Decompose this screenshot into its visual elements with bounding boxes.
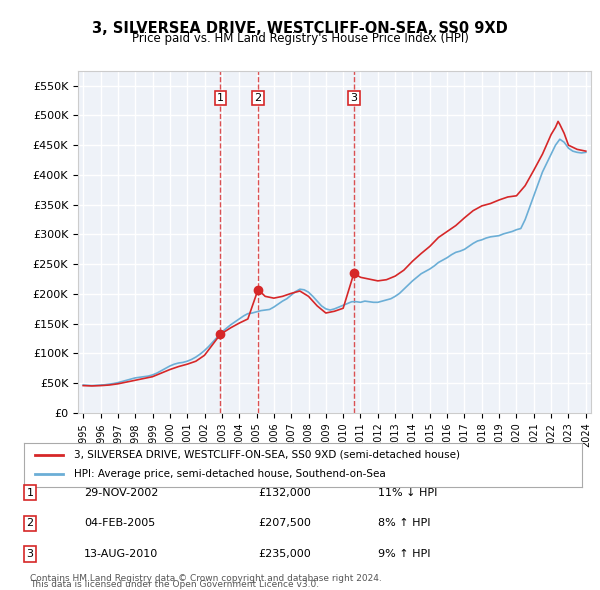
Text: 13-AUG-2010: 13-AUG-2010 xyxy=(84,549,158,559)
Text: £207,500: £207,500 xyxy=(258,519,311,528)
Text: Price paid vs. HM Land Registry's House Price Index (HPI): Price paid vs. HM Land Registry's House … xyxy=(131,32,469,45)
Text: 3, SILVERSEA DRIVE, WESTCLIFF-ON-SEA, SS0 9XD (semi-detached house): 3, SILVERSEA DRIVE, WESTCLIFF-ON-SEA, SS… xyxy=(74,450,460,460)
Text: 3: 3 xyxy=(26,549,34,559)
Text: 1: 1 xyxy=(26,488,34,497)
Text: 3: 3 xyxy=(350,93,358,103)
Text: 9% ↑ HPI: 9% ↑ HPI xyxy=(378,549,431,559)
Text: 8% ↑ HPI: 8% ↑ HPI xyxy=(378,519,431,528)
Text: 2: 2 xyxy=(26,519,34,528)
Text: 2: 2 xyxy=(254,93,262,103)
Text: This data is licensed under the Open Government Licence v3.0.: This data is licensed under the Open Gov… xyxy=(30,580,319,589)
Text: £132,000: £132,000 xyxy=(258,488,311,497)
Text: 04-FEB-2005: 04-FEB-2005 xyxy=(84,519,155,528)
Text: 1: 1 xyxy=(217,93,224,103)
Text: 11% ↓ HPI: 11% ↓ HPI xyxy=(378,488,437,497)
Text: HPI: Average price, semi-detached house, Southend-on-Sea: HPI: Average price, semi-detached house,… xyxy=(74,470,386,479)
Text: £235,000: £235,000 xyxy=(258,549,311,559)
Text: 3, SILVERSEA DRIVE, WESTCLIFF-ON-SEA, SS0 9XD: 3, SILVERSEA DRIVE, WESTCLIFF-ON-SEA, SS… xyxy=(92,21,508,35)
Text: 29-NOV-2002: 29-NOV-2002 xyxy=(84,488,158,497)
Text: Contains HM Land Registry data © Crown copyright and database right 2024.: Contains HM Land Registry data © Crown c… xyxy=(30,574,382,583)
